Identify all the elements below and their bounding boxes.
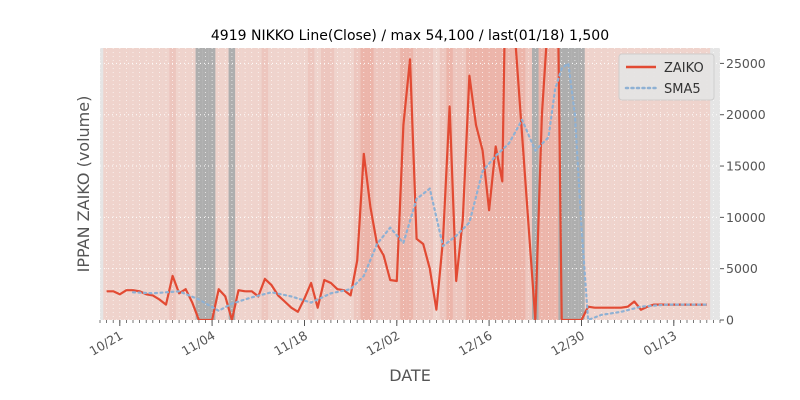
gridlines xyxy=(99,48,721,321)
legend-label-sma5: SMA5 xyxy=(664,82,701,97)
y-tick-label: 25000 xyxy=(726,56,766,71)
legend-label-zaiko: ZAIKO xyxy=(664,61,704,76)
y-tick-label: 15000 xyxy=(726,159,766,174)
y-tick-label: 20000 xyxy=(726,107,766,122)
y-tick-label: 0 xyxy=(726,313,734,328)
y-axis-label: IPPAN ZAIKO (volume) xyxy=(74,96,93,273)
y-tick-label: 5000 xyxy=(726,261,758,276)
plot-area xyxy=(99,48,721,321)
legend: ZAIKO SMA5 xyxy=(618,53,715,101)
series-lines xyxy=(106,48,708,320)
x-axis-label: DATE xyxy=(389,366,431,385)
series-line-sma5 xyxy=(131,62,708,320)
chart-title: 4919 NIKKO Line(Close) / max 54,100 / la… xyxy=(211,28,609,44)
series-line-zaiko xyxy=(106,48,707,320)
y-tick-label: 10000 xyxy=(726,210,766,225)
y-axis: 0 5000 10000 15000 20000 25000 xyxy=(720,56,766,328)
